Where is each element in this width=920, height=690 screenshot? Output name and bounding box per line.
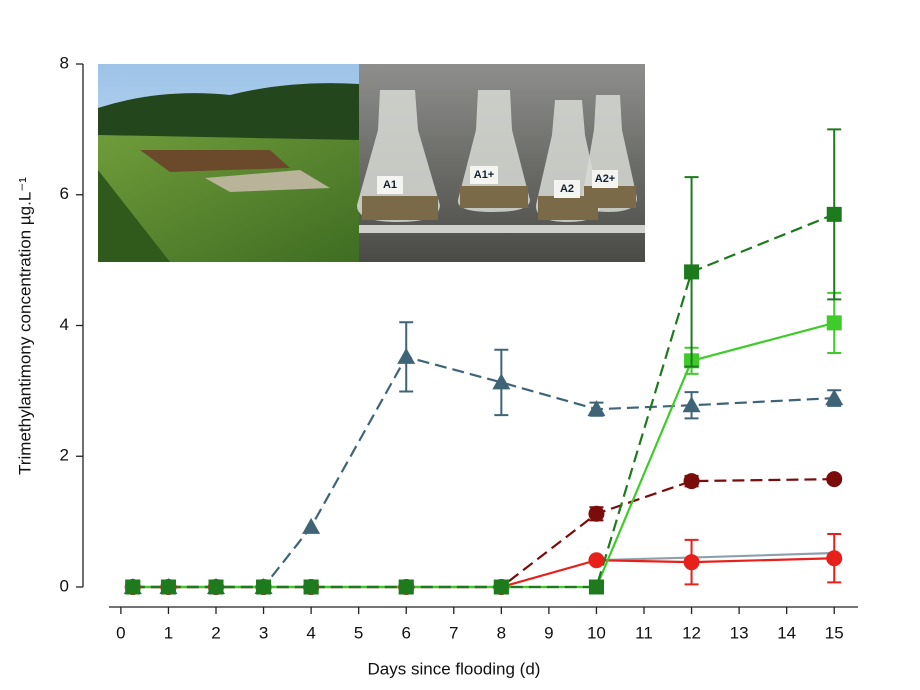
x-tick-label: 14 <box>777 623 796 642</box>
marker <box>684 264 700 280</box>
y-tick-label: 4 <box>60 315 69 334</box>
series-line <box>132 478 835 589</box>
x-tick-label: 4 <box>306 623 315 642</box>
marker <box>303 579 319 595</box>
x-tick-label: 13 <box>730 623 749 642</box>
x-tick-label: 9 <box>544 623 553 642</box>
x-axis-label: Days since flooding (d) <box>368 659 541 678</box>
marker <box>588 505 605 522</box>
x-tick-label: 11 <box>635 623 653 642</box>
x-tick-label: 2 <box>211 623 220 642</box>
marker <box>683 554 700 571</box>
photo-field <box>98 64 359 262</box>
y-tick-label: 6 <box>60 184 69 203</box>
series-line <box>132 321 835 589</box>
marker <box>682 396 701 413</box>
photo-lab: A1 A1+ A2 A2+ <box>356 64 645 262</box>
marker <box>826 550 843 567</box>
photo-label: A2+ <box>595 173 616 185</box>
photo-label: A2 <box>560 183 574 195</box>
y-tick-label: 8 <box>60 53 69 72</box>
x-tick-label: 10 <box>587 623 606 642</box>
y-tick-label: 0 <box>60 576 69 595</box>
y-axis-label: Trimethylantimony concentration µg.L⁻¹ <box>15 177 34 475</box>
x-tick-label: 0 <box>116 623 125 642</box>
marker <box>588 579 604 595</box>
marker <box>587 400 606 417</box>
marker <box>160 579 176 595</box>
series-line <box>132 355 835 589</box>
marker <box>825 389 844 406</box>
x-tick-label: 6 <box>401 623 410 642</box>
marker <box>397 347 416 364</box>
marker <box>492 373 511 390</box>
marker <box>826 315 842 331</box>
marker <box>125 579 141 595</box>
marker <box>826 206 842 222</box>
x-tick-label: 7 <box>449 623 458 642</box>
marker <box>256 579 272 595</box>
series-line <box>132 557 835 589</box>
x-tick-label: 15 <box>825 623 844 642</box>
marker <box>588 552 605 569</box>
photo-label: A1+ <box>474 169 495 181</box>
marker <box>302 517 321 534</box>
series-line <box>132 213 835 589</box>
photo-label: A1 <box>383 179 397 191</box>
marker <box>683 473 700 490</box>
x-tick-label: 3 <box>259 623 268 642</box>
marker <box>398 579 414 595</box>
marker <box>493 579 509 595</box>
x-tick-label: 5 <box>354 623 363 642</box>
marker <box>826 471 843 488</box>
marker <box>208 579 224 595</box>
x-tick-label: 8 <box>497 623 506 642</box>
x-tick-label: 1 <box>164 623 173 642</box>
y-tick-label: 2 <box>60 446 69 465</box>
x-tick-label: 12 <box>682 623 701 642</box>
